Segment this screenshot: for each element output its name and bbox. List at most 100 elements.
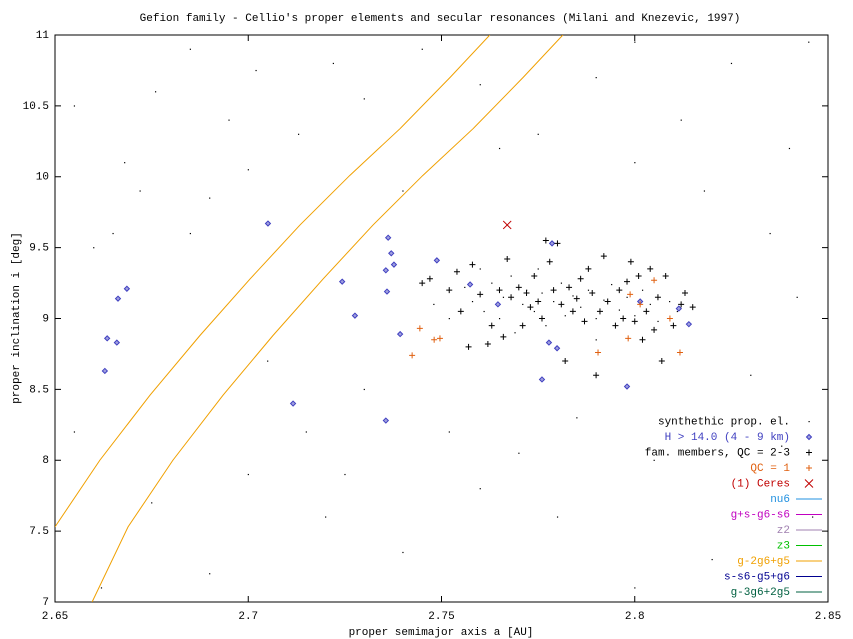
point [154,91,157,93]
point [469,261,476,268]
point [675,305,683,312]
point [685,320,693,328]
point [612,322,619,329]
point [554,240,561,247]
point [616,287,623,294]
legend-label: g-2g6+g5 [737,556,790,568]
point [618,309,620,311]
point [634,315,636,317]
legend-label: nu6 [770,494,790,506]
point [508,294,515,301]
point [479,84,481,86]
point [338,278,346,285]
point [569,308,576,315]
point [657,320,659,323]
point [209,573,211,575]
point [703,190,706,192]
legend-label: s-s6-g5+g6 [724,571,790,583]
point [448,318,450,320]
point [604,298,611,305]
point [654,294,661,301]
point [580,306,582,308]
point [662,272,669,279]
point [581,318,588,325]
point [558,301,565,308]
point [522,303,524,306]
legend-label: synthethic prop. el. [658,416,790,428]
point [627,258,634,265]
point [625,335,632,342]
point [750,374,752,376]
point [637,301,644,308]
point [553,345,561,352]
point [431,336,438,343]
point [477,291,484,298]
point [626,296,628,298]
point [611,283,613,286]
point [325,516,327,518]
point [419,280,426,287]
y-tick-label: 7.5 [29,526,49,538]
point [669,300,671,303]
point [523,289,530,296]
point [409,352,416,359]
point [556,516,559,518]
point [124,162,126,164]
point [421,48,423,50]
point [305,431,307,433]
point [577,275,584,282]
point [573,295,580,302]
point [264,220,272,227]
point [514,332,516,334]
point [504,255,511,262]
point [502,296,505,298]
point [496,287,503,294]
y-tick-label: 11 [36,30,50,42]
y-tick-label: 10 [36,172,49,184]
point [620,315,627,322]
point [515,284,522,291]
point [363,388,365,391]
point [500,333,507,340]
point [600,253,607,260]
point [527,304,534,311]
legend-label: g-3g6+2g5 [731,587,790,599]
point [595,318,597,320]
point [531,272,538,279]
point [796,296,798,298]
point [453,268,460,275]
point [651,326,658,333]
x-tick-label: 2.7 [238,611,258,623]
point [498,318,501,320]
point [653,459,655,461]
point [247,473,249,476]
point [711,558,713,561]
point [351,312,359,319]
point [267,360,269,362]
point [93,247,95,249]
legend-marker [804,479,814,488]
legend-marker [805,433,813,441]
point [593,372,600,379]
point [670,322,677,329]
point [681,289,688,296]
point [382,267,390,274]
point [402,551,404,554]
point [689,304,696,311]
point [533,310,535,313]
point [494,301,502,308]
point [247,169,249,171]
point [535,298,542,305]
point [651,277,658,284]
y-axis-label: proper inclination i [deg] [11,232,23,404]
point [566,284,573,291]
point [643,308,650,315]
point [436,335,443,342]
point [123,285,131,292]
point [769,232,771,235]
point [344,473,346,476]
point [595,77,597,79]
point [390,261,398,268]
x-axis-label: proper semimajor axis a [AU] [349,627,534,639]
point [433,257,441,264]
